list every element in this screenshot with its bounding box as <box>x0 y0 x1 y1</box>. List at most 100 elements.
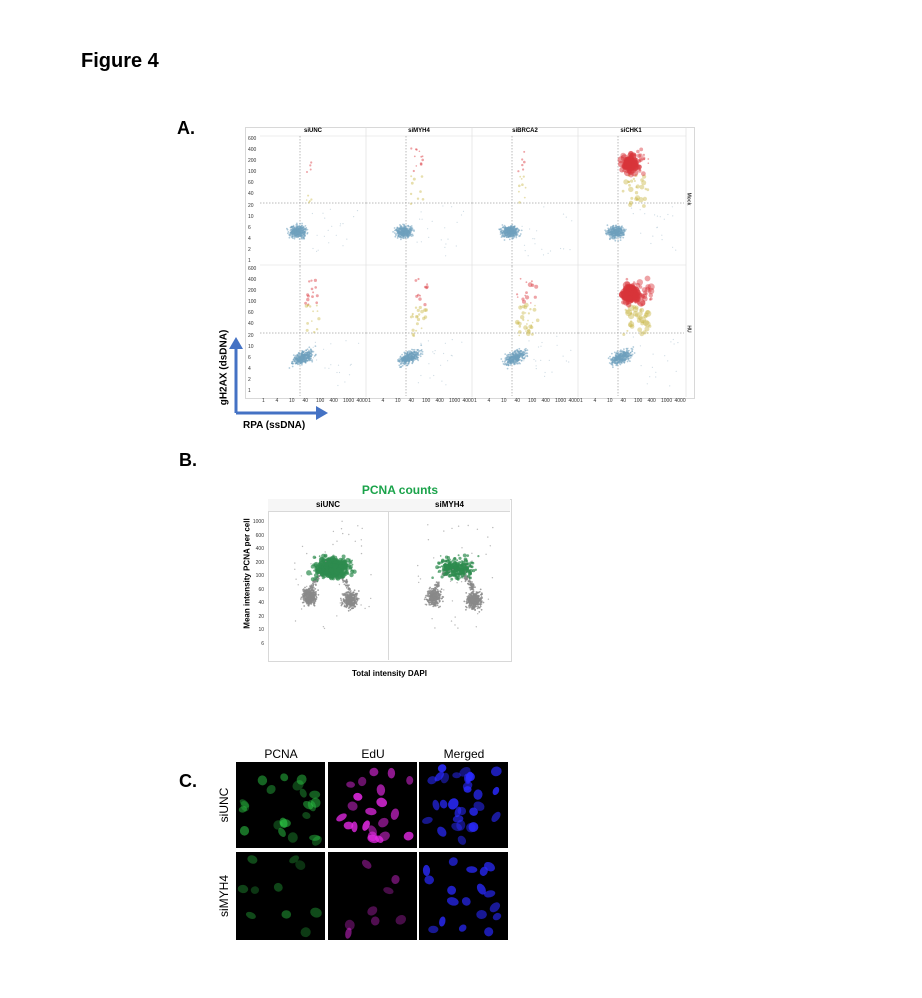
cell-point <box>355 593 358 596</box>
cell-point <box>518 190 520 193</box>
facet-col-simyh4: siMYH4 <box>408 128 430 134</box>
cell-point <box>460 214 463 216</box>
cell-point <box>346 598 349 600</box>
cell-point <box>407 224 410 227</box>
cell-point <box>340 604 343 607</box>
cell-point <box>309 601 311 603</box>
cell-point <box>508 227 511 229</box>
cell-point <box>413 230 415 233</box>
cell-point <box>303 230 305 233</box>
cell-point <box>298 232 301 235</box>
cell-point <box>344 599 346 602</box>
cell-point <box>517 170 520 173</box>
cell-point <box>290 232 293 235</box>
cell-point <box>408 234 411 237</box>
cell-point <box>349 596 352 599</box>
cell-point <box>342 593 345 596</box>
cell-point <box>420 211 422 213</box>
cell-point <box>511 224 514 226</box>
cell-point <box>317 593 320 596</box>
cell-point <box>395 234 397 237</box>
cell-point <box>509 234 512 236</box>
cell-point <box>403 225 405 227</box>
cell-point <box>301 222 303 225</box>
cell-point <box>313 601 316 604</box>
cell-point <box>346 603 349 606</box>
cell-point <box>342 223 344 225</box>
cell-point <box>347 599 350 602</box>
cell-point <box>297 232 300 235</box>
cell-point <box>353 589 356 592</box>
cell-point <box>440 239 442 241</box>
cell-point <box>396 229 398 231</box>
cell-point <box>352 597 354 600</box>
cell-point <box>501 224 504 226</box>
cell-point <box>411 228 414 231</box>
cell-point <box>456 221 458 223</box>
cell-point <box>291 227 294 229</box>
cell-point <box>303 595 305 597</box>
cell-point <box>322 212 324 214</box>
cell-point <box>303 235 306 237</box>
cell-point <box>396 227 399 230</box>
cell-point <box>308 200 311 203</box>
cell-point <box>301 593 304 596</box>
cell-point <box>288 234 290 236</box>
cell-point <box>405 225 407 228</box>
cell-point <box>300 596 303 599</box>
cell-point <box>301 231 304 233</box>
cell-point <box>298 227 301 230</box>
cell-point <box>444 227 446 229</box>
cell-point <box>356 599 359 602</box>
cell-point <box>349 608 352 611</box>
cell-point <box>349 605 352 608</box>
cell-point <box>515 236 518 239</box>
cell-point <box>508 229 510 232</box>
cell-point <box>316 250 318 252</box>
cell-point <box>306 594 308 596</box>
cell-point <box>352 591 354 594</box>
cell-point <box>400 225 403 228</box>
cell-point <box>523 150 526 153</box>
cell-point <box>314 599 317 602</box>
cell-point <box>420 155 423 158</box>
cell-point <box>504 234 507 237</box>
cell-point <box>397 234 400 237</box>
cell-point <box>309 164 312 167</box>
cell-point <box>353 216 355 218</box>
cell-point <box>291 237 294 240</box>
cell-point <box>329 208 331 210</box>
cell-point <box>302 236 305 239</box>
cell-point <box>288 236 291 239</box>
cell-point <box>524 186 527 189</box>
cell-point <box>312 247 314 250</box>
cell-point <box>340 599 343 601</box>
cell-point <box>354 600 357 602</box>
cell-point <box>351 594 353 597</box>
cell-point <box>346 601 349 604</box>
cell-point <box>402 223 404 226</box>
cell-point <box>304 225 307 227</box>
cell-point <box>304 230 307 232</box>
cell-point <box>300 236 303 239</box>
cell-point <box>400 238 402 241</box>
cell-point <box>522 175 525 178</box>
cell-point <box>293 232 295 235</box>
cell-point <box>421 218 423 220</box>
cell-point <box>503 239 506 241</box>
cell-point <box>350 603 353 606</box>
cell-point <box>409 192 413 196</box>
panel-a-label: A. <box>177 118 195 138</box>
cell-point <box>563 248 565 250</box>
cell-point <box>346 238 348 240</box>
cell-point <box>348 595 350 597</box>
cell-point <box>303 237 306 240</box>
cell-point <box>317 589 319 591</box>
cell-point <box>513 232 515 234</box>
cell-point <box>312 593 315 596</box>
cell-point <box>520 229 523 232</box>
cell-point <box>410 147 413 150</box>
cell-point <box>315 584 317 586</box>
